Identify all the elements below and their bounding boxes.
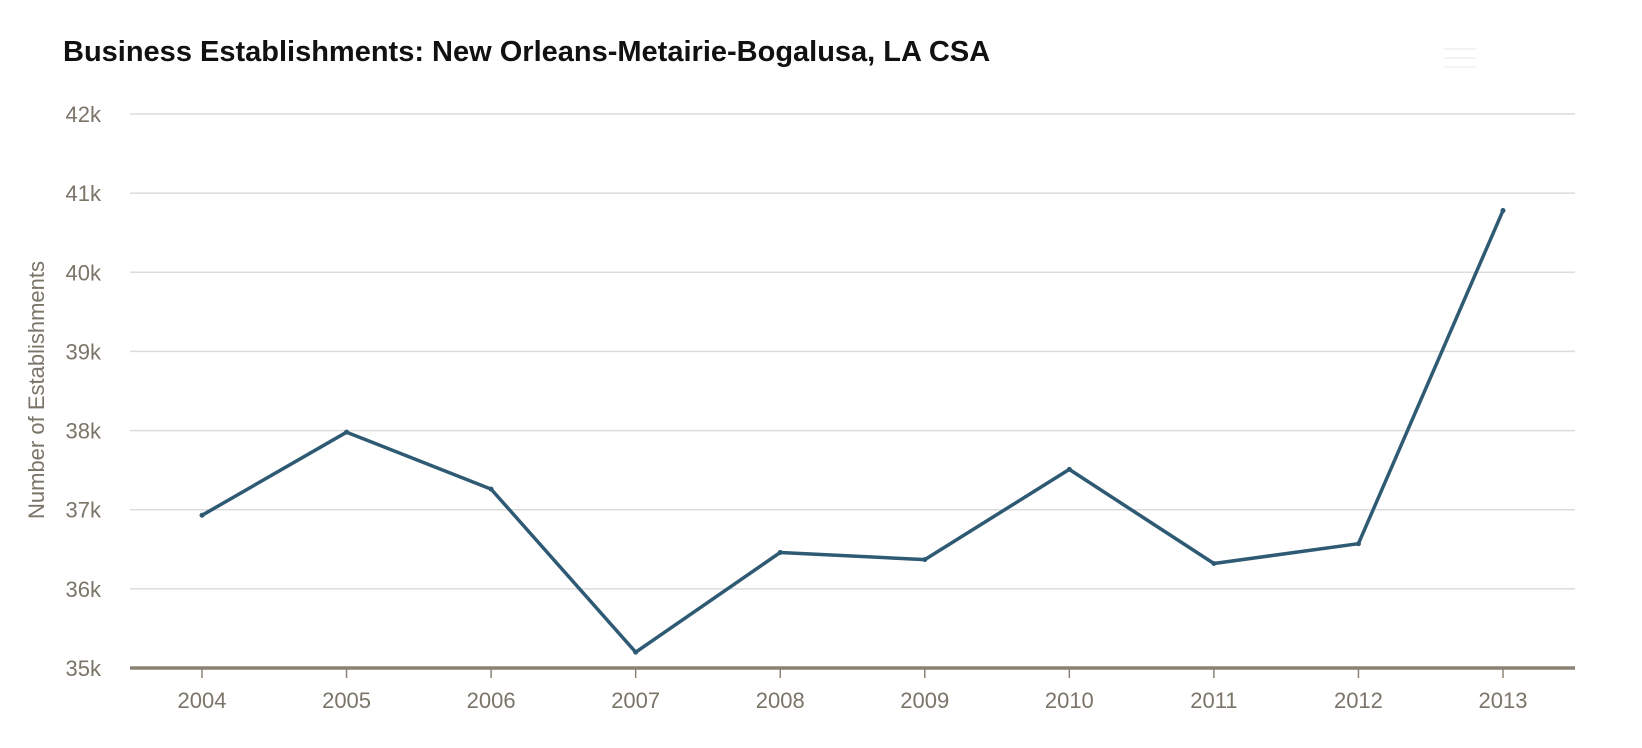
data-points	[199, 208, 1506, 655]
x-tick-label: 2011	[1190, 688, 1237, 713]
x-tick-label: 2009	[900, 688, 949, 713]
y-tick-label: 35k	[66, 656, 102, 681]
data-point[interactable]	[1066, 466, 1072, 472]
y-tick-label: 36k	[66, 577, 102, 602]
y-tick-label: 37k	[66, 498, 102, 523]
x-tick-label: 2013	[1479, 688, 1528, 713]
hamburger-menu-icon[interactable]	[1444, 48, 1476, 70]
data-point[interactable]	[633, 649, 639, 655]
data-point[interactable]	[922, 557, 928, 563]
y-tick-label: 41k	[66, 181, 102, 206]
y-axis-ticks: 35k 36k 37k 38k 39k 40k 41k 42k	[66, 102, 102, 681]
y-tick-label: 40k	[66, 260, 102, 285]
y-tick-label: 39k	[66, 339, 102, 364]
x-tick-label: 2008	[756, 688, 805, 713]
y-tick-label: 38k	[66, 419, 102, 444]
x-tick-label: 2012	[1334, 688, 1383, 713]
x-tick-label: 2006	[467, 688, 516, 713]
chart-title: Business Establishments: New Orleans-Met…	[63, 36, 991, 68]
data-point[interactable]	[1355, 541, 1361, 547]
data-point[interactable]	[1500, 208, 1506, 214]
data-point[interactable]	[1211, 561, 1217, 567]
x-tick-label: 2004	[178, 688, 227, 713]
series-line	[200, 208, 1505, 654]
series	[200, 208, 1505, 654]
y-tick-label: 42k	[66, 102, 102, 127]
y-axis-title: Number of Establishments	[24, 261, 49, 519]
x-tick-label: 2010	[1045, 688, 1094, 713]
data-point[interactable]	[199, 512, 205, 518]
data-point[interactable]	[488, 486, 494, 492]
x-axis-ticks: 2004 2005 2006 2007 2008 2009 2010 2011 2012 2013	[178, 668, 1528, 713]
x-tick-label: 2007	[611, 688, 660, 713]
x-tick-label: 2005	[322, 688, 371, 713]
data-point[interactable]	[777, 549, 783, 555]
gridlines	[130, 113, 1575, 670]
data-point[interactable]	[344, 429, 350, 435]
